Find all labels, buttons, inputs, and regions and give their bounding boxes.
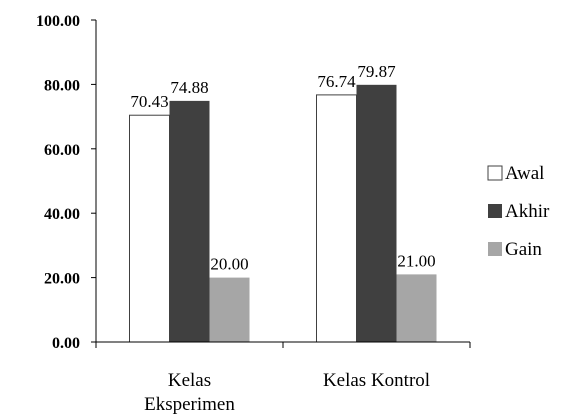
y-axis: 0.00 20.00 40.00 60.00 80.00 100.00 [36,13,96,352]
data-label: 70.43 [130,92,168,111]
legend-swatch [488,242,502,256]
data-label: 21.00 [397,251,435,270]
bar-gain [397,274,437,342]
y-tick-label: 60.00 [44,142,80,159]
category-label: Eksperimen [144,394,235,415]
bar-awal [317,95,357,342]
data-label: 76.74 [317,72,356,91]
y-tick-label: 20.00 [44,271,80,288]
legend-label: Gain [505,239,542,260]
y-tick-label: 80.00 [44,77,80,94]
legend-label: Awal [505,163,544,184]
bar-akhir [357,85,397,342]
data-label: 79.87 [357,62,396,81]
y-tick-label: 100.00 [36,13,80,30]
x-axis: Kelas Eksperimen Kelas Kontrol [96,342,470,415]
legend-label: Akhir [505,201,550,222]
legend: Awal Akhir Gain [488,163,550,260]
category-label: Kelas [168,370,211,391]
bar-awal [130,115,170,342]
category-label: Kelas Kontrol [323,370,430,391]
y-tick-label: 0.00 [52,335,80,352]
bars [130,85,437,342]
data-label: 20.00 [210,255,248,274]
bar-gain [210,278,250,342]
data-label: 74.88 [170,78,208,97]
legend-swatch [488,166,502,180]
bar-akhir [170,101,210,342]
legend-swatch [488,204,502,218]
y-tick-label: 40.00 [44,206,80,223]
